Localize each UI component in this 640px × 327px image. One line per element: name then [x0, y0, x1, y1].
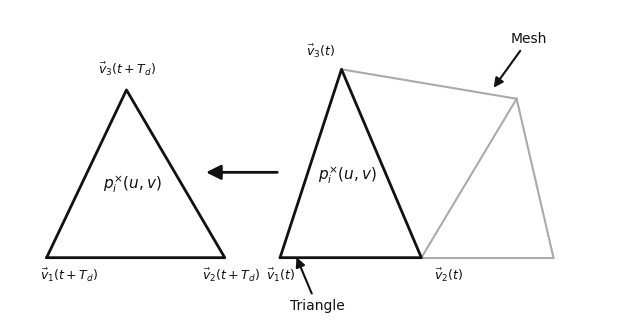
- Text: $\vec{v}_3(t+T_d)$: $\vec{v}_3(t+T_d)$: [97, 61, 156, 78]
- Text: Triangle: Triangle: [289, 259, 344, 313]
- Text: Mesh: Mesh: [495, 32, 547, 86]
- Text: $p_i^{\times}(u,v)$: $p_i^{\times}(u,v)$: [318, 164, 377, 186]
- Text: $p_i^{\times}(u,v)$: $p_i^{\times}(u,v)$: [103, 173, 162, 195]
- Text: $\vec{v}_1(t)$: $\vec{v}_1(t)$: [266, 267, 294, 284]
- Text: $\vec{v}_2(t)$: $\vec{v}_2(t)$: [434, 267, 463, 284]
- Text: $\vec{v}_2(t+T_d)$: $\vec{v}_2(t+T_d)$: [202, 267, 260, 284]
- Text: $\vec{v}_1(t+T_d)$: $\vec{v}_1(t+T_d)$: [40, 267, 99, 284]
- Text: $\vec{v}_3(t)$: $\vec{v}_3(t)$: [307, 43, 335, 60]
